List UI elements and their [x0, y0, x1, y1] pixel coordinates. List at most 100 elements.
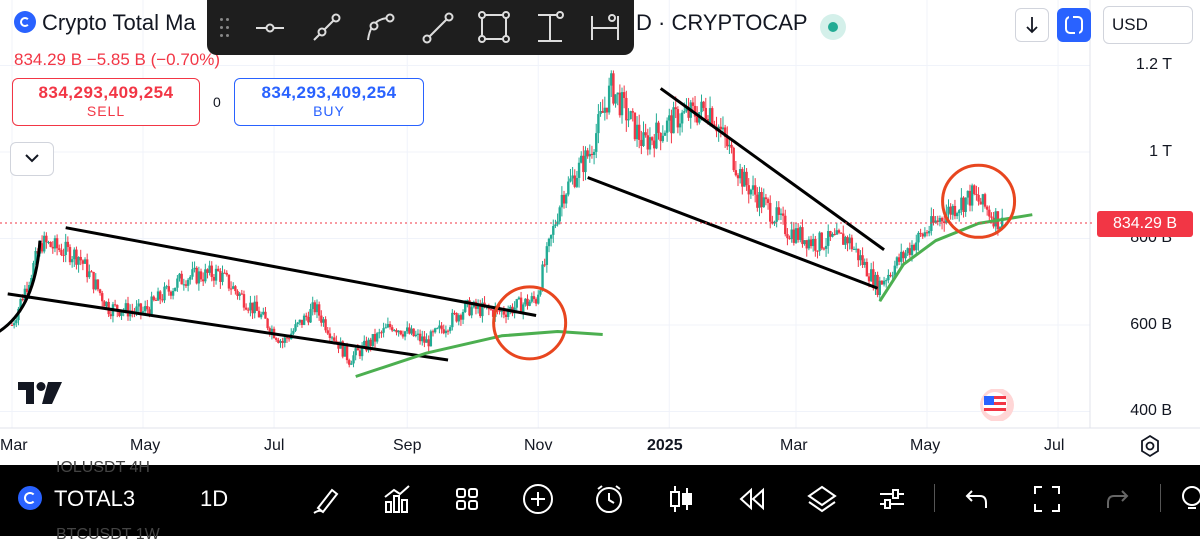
symbol-selector[interactable]: TOTAL3 [18, 486, 135, 512]
candle [672, 101, 675, 134]
alert-clock-icon[interactable] [592, 482, 626, 516]
candle [528, 299, 531, 307]
candles-icon[interactable] [664, 482, 698, 516]
trend-line-icon[interactable] [418, 10, 458, 46]
candle [556, 213, 559, 227]
candle [973, 184, 976, 196]
redo-icon[interactable] [1102, 482, 1136, 516]
candle [880, 280, 884, 285]
candle [676, 106, 680, 134]
settings-sliders-icon[interactable] [875, 482, 909, 516]
candle [92, 271, 95, 294]
candle [47, 240, 50, 245]
candle [513, 301, 516, 319]
chevron-down-icon [25, 154, 39, 163]
ghost-watchlist-row: BTCUSDT 1W [56, 526, 160, 543]
candle [335, 335, 338, 343]
candle [526, 294, 529, 310]
cryptocap-logo-icon [18, 486, 42, 510]
chart-title[interactable]: Crypto Total Ma [14, 10, 196, 36]
candle [431, 329, 435, 337]
layers-icon[interactable] [805, 482, 839, 516]
candle [320, 310, 323, 327]
toolbar-drag-handle-icon[interactable] [220, 18, 230, 40]
candle [348, 358, 351, 368]
candle [371, 333, 375, 348]
sync-button[interactable] [1057, 8, 1091, 42]
candle [453, 310, 456, 316]
replay-icon[interactable] [735, 482, 769, 516]
path-icon[interactable] [360, 10, 400, 46]
currency-select[interactable]: USD [1103, 6, 1193, 44]
layouts-grid-icon[interactable] [450, 482, 484, 516]
collapse-legend-button[interactable] [10, 142, 54, 176]
us-market-flag-icon[interactable] [978, 389, 1016, 421]
bulb-icon[interactable] [1172, 482, 1200, 516]
candle [161, 294, 164, 303]
fullscreen-icon[interactable] [1030, 482, 1064, 516]
candle [981, 193, 985, 213]
candle [618, 84, 622, 118]
interval-selector[interactable]: 1D [200, 486, 229, 511]
candle [620, 87, 624, 124]
candle [829, 230, 832, 241]
sell-button[interactable]: 834,293,409,254 SELL [12, 78, 200, 126]
candle [120, 312, 123, 320]
drawing-brush-icon[interactable] [310, 482, 344, 516]
candle [96, 279, 100, 292]
candle [730, 139, 733, 154]
ray-icon[interactable] [306, 10, 346, 46]
candle [661, 125, 665, 143]
candle [917, 231, 920, 251]
candle [75, 246, 78, 270]
download-button[interactable] [1015, 8, 1049, 42]
market-status-icon[interactable] [820, 14, 846, 40]
candle [253, 295, 256, 319]
candle [895, 256, 899, 269]
candle [386, 317, 390, 329]
price-chart[interactable] [0, 0, 1200, 465]
candle [597, 104, 600, 144]
candle [846, 235, 849, 252]
cryptocap-logo-icon [14, 11, 36, 33]
vertical-measure-icon[interactable] [530, 10, 570, 46]
candle [753, 178, 757, 203]
candle [874, 271, 877, 295]
price-axis-label: 1.2 T [1135, 56, 1172, 73]
horizontal-line-icon[interactable] [250, 10, 290, 46]
candle [648, 127, 652, 155]
candle [476, 299, 480, 314]
candle [191, 261, 194, 280]
candle [23, 285, 27, 302]
time-axis-label: Nov [524, 437, 553, 454]
time-axis-label: Jul [1044, 437, 1065, 454]
candle [68, 244, 72, 266]
candle [940, 216, 944, 230]
indicators-icon[interactable] [380, 482, 414, 516]
candle [947, 199, 950, 222]
candle [786, 228, 789, 246]
undo-icon[interactable] [958, 482, 992, 516]
candle [388, 321, 392, 330]
candle [876, 271, 879, 298]
candle [375, 331, 379, 344]
candle [217, 265, 220, 272]
rectangle-icon[interactable] [474, 10, 514, 46]
candle [326, 327, 329, 335]
candle [479, 299, 482, 318]
candle [257, 306, 261, 318]
candle [833, 228, 836, 236]
buy-button[interactable]: 834,293,409,254 BUY [234, 78, 424, 126]
candle [412, 328, 415, 337]
sync-icon [1065, 15, 1083, 35]
candle [390, 324, 394, 333]
candle [152, 295, 155, 302]
chart-settings-icon[interactable] [1138, 434, 1162, 458]
add-icon[interactable] [521, 482, 555, 516]
horizontal-measure-icon[interactable] [586, 10, 626, 46]
candle [569, 168, 572, 183]
price-axis-label: 600 B [1130, 316, 1172, 333]
candle [397, 330, 400, 337]
candle [45, 232, 48, 249]
candle [283, 335, 286, 348]
